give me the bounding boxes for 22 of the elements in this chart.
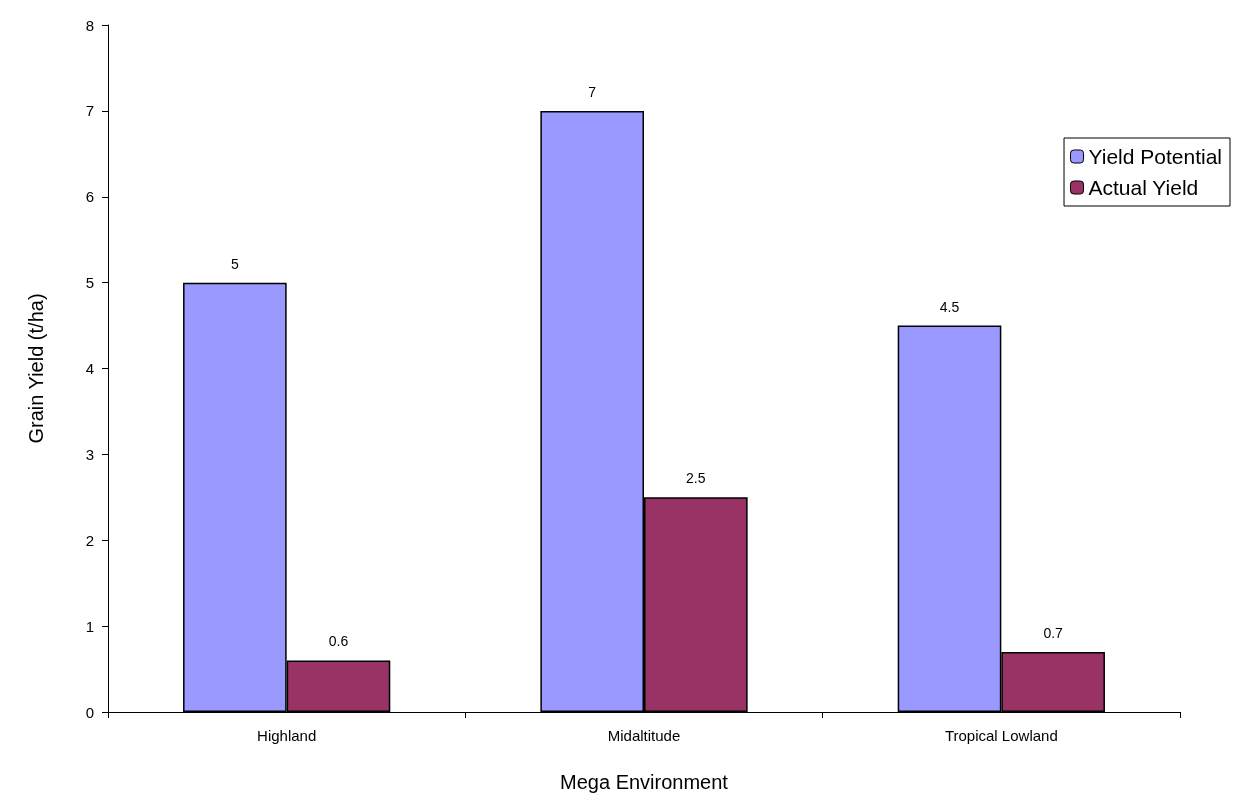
data-label: 5 <box>230 255 239 272</box>
y-tick-label: 5 <box>85 274 94 292</box>
y-tick-label: 0 <box>85 703 94 721</box>
y-tick-label: 3 <box>85 445 94 463</box>
x-tick-label: Tropical Lowland <box>944 727 1058 744</box>
y-tick-label: 1 <box>85 617 94 635</box>
y-tick-label: 7 <box>85 102 94 120</box>
y-tick-label: 8 <box>85 16 94 34</box>
x-tick-label: Midaltitude <box>607 727 681 744</box>
y-axis-title: Grain Yield (t/ha) <box>25 293 47 444</box>
data-label: 7 <box>588 83 597 100</box>
y-tick-label: 6 <box>85 188 94 206</box>
x-axis-title: Mega Environment <box>560 771 729 793</box>
data-label: 0.6 <box>328 633 349 650</box>
y-tick-label: 4 <box>85 360 94 377</box>
legend-label: Yield Potential <box>1088 145 1223 168</box>
data-label: 4.5 <box>939 298 960 315</box>
data-label: 0.7 <box>1043 624 1064 641</box>
legend-label: Actual Yield <box>1088 176 1199 199</box>
x-tick-label: Highland <box>257 727 317 744</box>
y-tick-label: 2 <box>85 531 94 549</box>
data-label: 2.5 <box>686 470 706 487</box>
